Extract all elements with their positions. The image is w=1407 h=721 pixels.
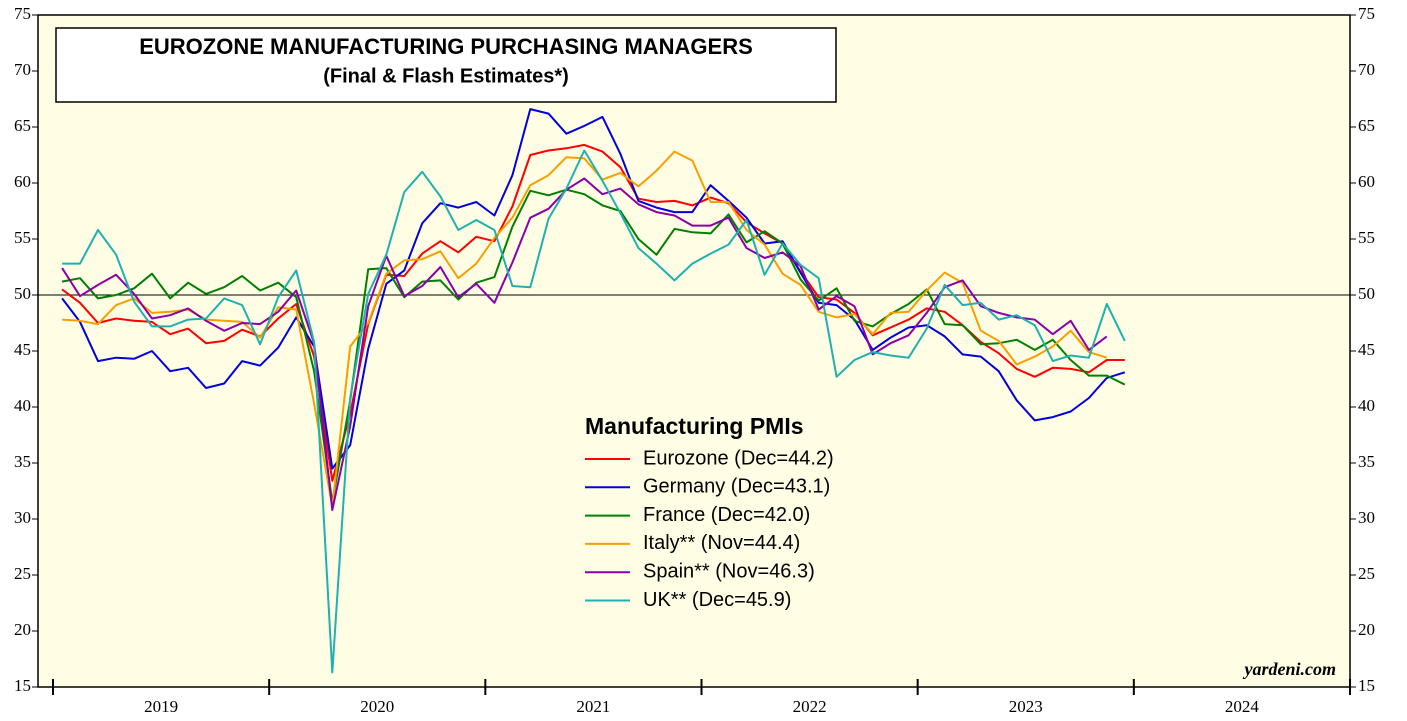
series-line [61,143,1125,482]
grid-layer [32,14,1356,695]
y-tick-label: 45 [14,340,31,359]
y2-tick-label: 70 [1358,60,1375,79]
legend-label: Spain** (Nov=46.3) [643,560,815,582]
source: yardeni.com [1243,659,1337,679]
y-tick-label: 20 [14,620,31,639]
y2-tick-label: 40 [1358,396,1375,415]
series-line [61,108,1126,470]
y2-tick-label: 50 [1358,284,1375,303]
x-tick-label: 2021 [576,697,610,716]
legend-label: Germany (Dec=43.1) [643,476,830,498]
series-line [62,150,1108,508]
x-tick-label: 2023 [1009,697,1043,716]
y2-tick-label: 35 [1358,452,1375,471]
y2-tick-label: 55 [1358,228,1375,247]
chart-title: EUROZONE MANUFACTURING PURCHASING MANAGE… [139,34,753,59]
y-tick-label: 75 [14,4,31,23]
y2-tick-label: 75 [1358,4,1375,23]
y2-tick-label: 65 [1358,116,1375,135]
series-line [61,188,1126,504]
legend-label: Eurozone (Dec=44.2) [643,447,834,469]
title-box [55,27,837,103]
y-tick-label: 50 [14,284,31,303]
y-tick-label: 60 [14,172,31,191]
y2-tick-label: 25 [1358,564,1375,583]
legend-label: France (Dec=42.0) [643,504,810,526]
y-tick-label: 35 [14,452,31,471]
x-tick-label: 2020 [360,697,394,716]
legend-label: Italy** (Nov=44.4) [643,532,800,554]
x-tick-label: 2019 [144,697,178,716]
y-tick-label: 55 [14,228,31,247]
x-tick-label: 2022 [793,697,827,716]
series-line [61,177,1108,511]
x-tick-label: 2024 [1225,697,1260,716]
y-tick-label: 70 [14,60,31,79]
lines-layer [61,108,1126,674]
plot-area [37,14,1351,688]
chart-subtitle: (Final & Flash Estimates*) [323,65,569,87]
legend-label: UK** (Dec=45.9) [643,589,791,611]
y2-tick-label: 45 [1358,340,1375,359]
y2-tick-label: 60 [1358,172,1375,191]
y-tick-label: 15 [14,676,31,695]
y2-tick-label: 15 [1358,676,1375,695]
y-tick-label: 25 [14,564,31,583]
legend-title: Manufacturing PMIs [585,413,804,439]
y2-tick-label: 20 [1358,620,1375,639]
y2-tick-label: 30 [1358,508,1375,527]
y-tick-label: 65 [14,116,31,135]
y-tick-label: 40 [14,396,31,415]
series-line [62,149,1126,674]
y-tick-label: 30 [14,508,31,527]
